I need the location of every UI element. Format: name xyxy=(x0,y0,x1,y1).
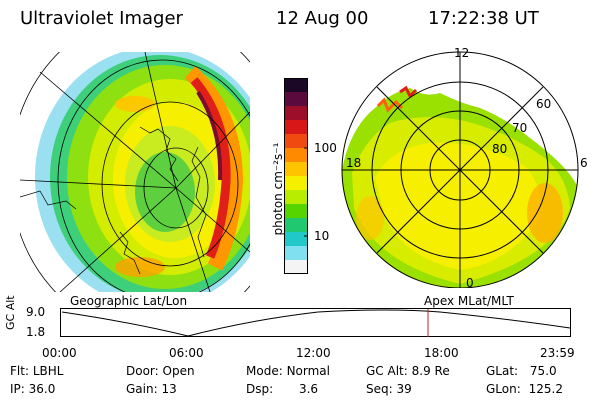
mlat-label-60: 60 xyxy=(536,97,552,111)
colorbar-stripe xyxy=(284,120,308,135)
right-panel-caption: Apex MLat/MLT xyxy=(424,294,514,308)
colorbar-stripe xyxy=(284,134,308,149)
door-value: Open xyxy=(162,364,195,378)
glon-label: GLon: xyxy=(486,382,521,396)
info-mode: Mode: Normal xyxy=(246,364,330,378)
colorbar-stripe xyxy=(284,78,308,93)
door-label: Door: xyxy=(126,364,159,378)
colorbar-stripe xyxy=(284,190,308,205)
colorbar-tick-100: 100 xyxy=(314,141,337,155)
ip-label: IP: xyxy=(10,382,25,396)
left-panel-caption: Geographic Lat/Lon xyxy=(70,294,188,308)
gcalt-value: 8.9 Re xyxy=(411,364,450,378)
colorbar-stripe xyxy=(284,246,308,261)
timeline-plot xyxy=(60,308,571,337)
colorbar-tick-10: 10 xyxy=(314,229,330,243)
info-gcalt: GC Alt: 8.9 Re xyxy=(366,364,450,378)
timeline-y-top: 9.0 xyxy=(26,305,46,319)
gain-value: 13 xyxy=(161,382,177,396)
timeline-tick-2: 12:00 xyxy=(296,346,331,360)
timeline-tick-0: 00:00 xyxy=(42,346,77,360)
info-seq: Seq: 39 xyxy=(366,382,412,396)
seq-label: Seq: xyxy=(366,382,393,396)
timeline-tick-1: 06:00 xyxy=(169,346,204,360)
colorbar-stripe xyxy=(284,176,308,191)
glat-label: GLat: xyxy=(486,364,519,378)
info-glat: GLat: 75.0 xyxy=(486,364,557,378)
timeline-y-bottom: 1.8 xyxy=(26,325,46,339)
timeline-tick-4: 23:59 xyxy=(540,346,575,360)
info-flt: Flt: LBHL xyxy=(10,364,63,378)
gain-label: Gain: xyxy=(126,382,158,396)
glat-value: 75.0 xyxy=(529,364,557,378)
mlat-label-70: 70 xyxy=(512,121,528,135)
mlt-label-6: 6 xyxy=(580,156,588,170)
seq-value: 39 xyxy=(396,382,412,396)
colorbar-stripe xyxy=(284,232,308,247)
time-label: 17:22:38 UT xyxy=(428,8,539,29)
info-ip: IP: 36.0 xyxy=(10,382,55,396)
colorbar-stripe xyxy=(284,218,308,233)
info-door: Door: Open xyxy=(126,364,195,378)
dsp-value: 3.6 xyxy=(298,382,319,396)
geographic-auroral-image xyxy=(20,52,250,292)
colorbar-stripe xyxy=(284,260,308,274)
mlt-label-0: 0 xyxy=(466,276,474,290)
colorbar xyxy=(284,78,308,274)
mode-value: Normal xyxy=(286,364,330,378)
mlat-label-80: 80 xyxy=(492,142,508,156)
timeline-y-title: GC Alt xyxy=(4,295,17,330)
dsp-label: Dsp: xyxy=(246,382,274,396)
info-glon: GLon: 125.2 xyxy=(486,382,563,396)
mlt-label-18: 18 xyxy=(346,156,362,170)
ip-value: 36.0 xyxy=(28,382,56,396)
timeline-tick-3: 18:00 xyxy=(424,346,459,360)
colorbar-stripe xyxy=(284,148,308,163)
info-dsp: Dsp: 3.6 xyxy=(246,382,318,396)
colorbar-unit-label: photon cm⁻²s⁻¹ xyxy=(271,142,285,236)
mode-label: Mode: xyxy=(246,364,283,378)
date-label: 12 Aug 00 xyxy=(276,8,369,29)
polar-mlt-plot xyxy=(341,51,579,288)
info-gain: Gain: 13 xyxy=(126,382,177,396)
colorbar-stripe xyxy=(284,204,308,219)
colorbar-stripe xyxy=(284,106,308,121)
flt-value: LBHL xyxy=(32,364,64,378)
mlt-label-12: 12 xyxy=(454,46,470,60)
colorbar-stripe xyxy=(284,162,308,177)
gcalt-label: GC Alt: xyxy=(366,364,408,378)
flt-label: Flt: xyxy=(10,364,29,378)
instrument-title: Ultraviolet Imager xyxy=(20,8,183,29)
colorbar-stripe xyxy=(284,92,308,107)
glon-value: 125.2 xyxy=(528,382,563,396)
